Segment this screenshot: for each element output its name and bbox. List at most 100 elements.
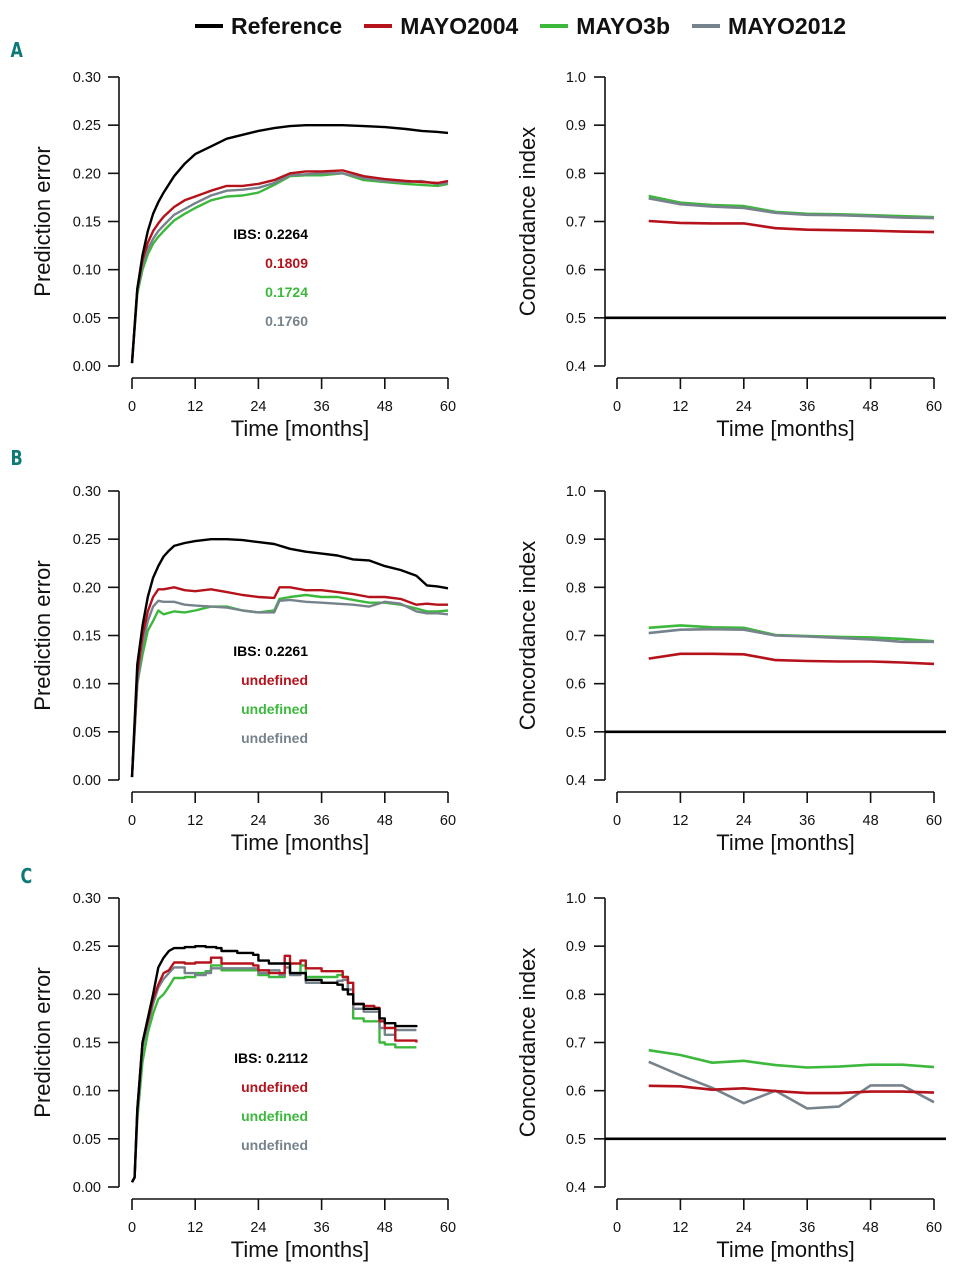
- series-line-mayo2004: [648, 1084, 935, 1095]
- legend-label: MAYO2004: [400, 12, 519, 39]
- y-tick-label: 0.20: [73, 166, 101, 182]
- series-line-mayo2004: [648, 219, 935, 234]
- y-tick-label: 0.9: [566, 532, 586, 548]
- x-tick-label: 48: [863, 399, 879, 415]
- legend-item-mayo2004: MAYO2004: [364, 13, 518, 40]
- ibs-label-mayo2012: undefined: [241, 730, 308, 746]
- x-tick-label: 60: [926, 1220, 942, 1236]
- legend-swatch-mayo2004: [364, 24, 393, 28]
- y-tick-label: 0.5: [566, 1132, 586, 1148]
- x-tick-label: 60: [440, 813, 456, 829]
- x-tick-label: 0: [613, 1220, 621, 1236]
- series-line-reference: [130, 538, 449, 778]
- x-tick-label: 36: [799, 813, 815, 829]
- chart-panel-c-left: 0.00 0.05 0.10 0.15 0.20 0.25 0.30 0 12 24 36 48 60 T…: [30, 891, 456, 1262]
- x-tick-label: 0: [128, 813, 136, 829]
- y-tick-label: 0.7: [566, 629, 586, 645]
- y-tick-label: 0.15: [73, 1036, 101, 1052]
- y-tick-label: 0.25: [73, 118, 101, 134]
- series-line-mayo2012: [648, 197, 935, 220]
- x-tick-label: 36: [799, 399, 815, 415]
- y-tick-label: 0.15: [73, 629, 101, 645]
- y-tick-label: 0.20: [73, 987, 101, 1003]
- y-tick-label: 1.0: [566, 891, 586, 907]
- x-tick-label: 12: [672, 399, 688, 415]
- x-tick-label: 12: [672, 813, 688, 829]
- ibs-label-reference: IBS: 0.2261: [233, 643, 308, 659]
- ibs-label-mayo2004: 0.1809: [265, 255, 308, 271]
- y-axis-title: Prediction error: [30, 146, 55, 296]
- y-tick-label: 0.6: [566, 263, 586, 279]
- y-tick-label: 0.8: [566, 987, 586, 1003]
- legend-item-mayo3b: MAYO3b: [540, 13, 670, 40]
- y-tick-label: 0.4: [566, 773, 586, 789]
- y-tick-label: 0.05: [73, 725, 101, 741]
- y-tick-label: 0.00: [73, 773, 101, 789]
- ibs-label-mayo2004: undefined: [241, 672, 308, 688]
- x-tick-label: 24: [736, 399, 752, 415]
- y-tick-label: 0.05: [73, 311, 101, 327]
- x-axis-title: Time [months]: [231, 416, 370, 441]
- legend-swatch-reference: [195, 24, 223, 28]
- series-line-mayo3b: [648, 624, 935, 643]
- x-tick-label: 36: [314, 399, 330, 415]
- chart-panel-a-right: 0.4 0.5 0.6 0.7 0.8 0.9 1.0 0 12 24 36 48 60 Time [mo…: [515, 70, 946, 441]
- legend-label: MAYO3b: [576, 12, 671, 39]
- series-line-mayo2012: [130, 172, 449, 364]
- x-tick-label: 60: [440, 1220, 456, 1236]
- y-tick-label: 0.7: [566, 215, 586, 231]
- y-axis-title: Concordance index: [515, 948, 540, 1138]
- chart-panel-b-right: 0.4 0.5 0.6 0.7 0.8 0.9 1.0 0 12 24 36 48 60 Time [mo…: [515, 484, 946, 855]
- ibs-label-reference: IBS: 0.2264: [233, 226, 308, 242]
- x-tick-label: 12: [187, 399, 203, 415]
- y-tick-label: 0.25: [73, 939, 101, 955]
- series-line-mayo2012: [648, 1060, 935, 1110]
- panel-label-c: C: [20, 864, 33, 888]
- y-tick-label: 0.4: [566, 359, 586, 375]
- x-tick-label: 24: [736, 813, 752, 829]
- series-line-reference: [130, 945, 418, 1183]
- y-tick-label: 0.25: [73, 532, 101, 548]
- legend-label: MAYO2012: [728, 12, 847, 39]
- y-tick-label: 0.10: [73, 677, 101, 693]
- x-axis-title: Time [months]: [716, 830, 855, 855]
- chart-panel-c-right: 0.4 0.5 0.6 0.7 0.8 0.9 1.0 0 12 24 36 48 60 Time [mo…: [515, 891, 946, 1262]
- x-tick-label: 24: [250, 399, 266, 415]
- y-tick-label: 0.9: [566, 118, 586, 134]
- series-line-mayo2004: [648, 652, 935, 666]
- y-tick-label: 0.4: [566, 1180, 586, 1196]
- ibs-label-mayo3b: undefined: [241, 1108, 308, 1124]
- y-tick-label: 0.8: [566, 166, 586, 182]
- chart-panel-a-left: 0.00 0.05 0.10 0.15 0.20 0.25 0.30 0 12 24 36 48 60 T…: [30, 70, 456, 441]
- x-axis-title: Time [months]: [231, 830, 370, 855]
- x-tick-label: 36: [314, 813, 330, 829]
- y-axis-title: Concordance index: [515, 541, 540, 731]
- x-tick-label: 24: [250, 813, 266, 829]
- y-tick-label: 0.05: [73, 1132, 101, 1148]
- x-tick-label: 60: [440, 399, 456, 415]
- series-line-mayo2012: [648, 627, 934, 644]
- ibs-label-mayo3b: 0.1724: [265, 284, 308, 300]
- legend: Reference MAYO2004 MAYO3b MAYO2012: [195, 8, 846, 44]
- y-tick-label: 0.7: [566, 1036, 586, 1052]
- y-tick-label: 0.15: [73, 215, 101, 231]
- y-axis-title: Concordance index: [515, 127, 540, 317]
- legend-swatch-mayo2012: [692, 24, 721, 28]
- y-axis-title: Prediction error: [30, 967, 55, 1117]
- y-tick-label: 0.00: [73, 359, 101, 375]
- x-tick-label: 36: [799, 1220, 815, 1236]
- y-tick-label: 0.9: [566, 939, 586, 955]
- series-line-reference: [130, 124, 449, 364]
- x-tick-label: 48: [863, 1220, 879, 1236]
- legend-item-mayo2012: MAYO2012: [692, 13, 846, 40]
- y-tick-label: 0.5: [566, 311, 586, 327]
- series-line-mayo3b: [130, 962, 417, 1183]
- y-tick-label: 0.00: [73, 1180, 101, 1196]
- panel-label-a: A: [10, 38, 23, 62]
- series-line-mayo2012: [130, 598, 449, 778]
- y-tick-label: 1.0: [566, 70, 586, 86]
- x-tick-label: 0: [128, 1220, 136, 1236]
- x-tick-label: 48: [377, 813, 393, 829]
- legend-item-reference: Reference: [195, 13, 342, 40]
